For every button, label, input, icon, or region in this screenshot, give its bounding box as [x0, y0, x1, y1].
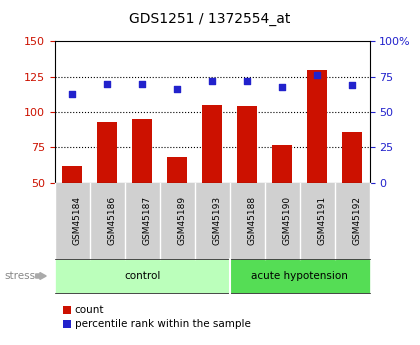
Text: GSM45192: GSM45192 [352, 196, 361, 245]
Text: GSM45184: GSM45184 [72, 196, 81, 245]
Bar [307, 70, 327, 183]
Bar [237, 107, 257, 183]
Text: GSM45188: GSM45188 [247, 196, 256, 245]
Bar [273, 145, 292, 183]
Text: GSM45191: GSM45191 [317, 196, 326, 245]
Text: GSM45193: GSM45193 [212, 196, 221, 245]
Text: acute hypotension: acute hypotension [251, 271, 348, 281]
Text: count: count [75, 305, 104, 315]
Bar [168, 157, 187, 183]
Bar [97, 122, 117, 183]
Point [314, 72, 320, 78]
Bar [202, 105, 222, 183]
Text: stress: stress [4, 271, 35, 281]
Point [174, 87, 181, 92]
Text: GDS1251 / 1372554_at: GDS1251 / 1372554_at [129, 12, 291, 26]
Bar [132, 119, 152, 183]
Text: percentile rank within the sample: percentile rank within the sample [75, 319, 251, 329]
Text: GSM45189: GSM45189 [177, 196, 186, 245]
Point [244, 78, 250, 84]
Point [279, 84, 286, 89]
Text: control: control [124, 271, 160, 281]
Point [209, 78, 215, 84]
Point [69, 91, 76, 97]
Point [139, 81, 145, 87]
Bar [63, 166, 82, 183]
Point [349, 82, 355, 88]
Text: GSM45187: GSM45187 [142, 196, 151, 245]
Point [104, 81, 110, 87]
Text: GSM45190: GSM45190 [282, 196, 291, 245]
Text: GSM45186: GSM45186 [107, 196, 116, 245]
Bar [342, 132, 362, 183]
